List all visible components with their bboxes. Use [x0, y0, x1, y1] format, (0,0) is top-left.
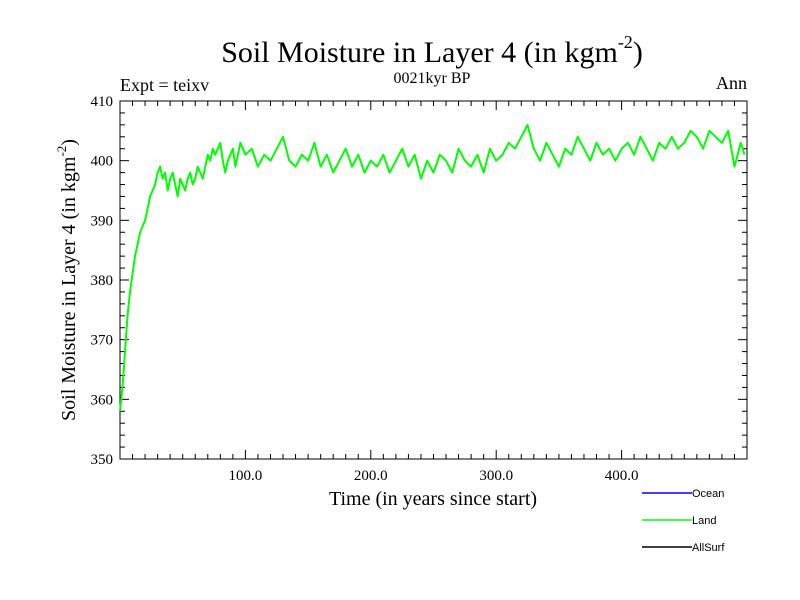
legend-label: Land — [692, 515, 716, 527]
chart-title: Soil Moisture in Layer 4 (in kgm-2) — [221, 32, 643, 69]
axis-tick-labels: 100.0 200.0 300.0 400.0 350 360 370 380 390 400 41… — [91, 94, 639, 484]
legend-label: Ocean — [692, 488, 724, 500]
y-tick-label: 410 — [91, 94, 114, 110]
y-tick-label: 390 — [91, 213, 114, 229]
y-tick-label: 360 — [91, 392, 114, 408]
x-tick-label: 100.0 — [229, 468, 263, 484]
season-label: Ann — [716, 73, 747, 93]
chart-subtitle: 0021kyr BP — [394, 70, 471, 87]
plot-frame — [119, 100, 748, 460]
y-tick-label: 380 — [91, 273, 114, 289]
legend-label: AllSurf — [692, 542, 725, 554]
y-tick-label: 370 — [91, 333, 114, 349]
y-tick-label: 400 — [91, 154, 114, 170]
y-tick-label: 350 — [91, 452, 114, 468]
x-tick-label: 400.0 — [605, 468, 639, 484]
y-axis-label: Soil Moisture in Layer 4 (in kgm-2) — [54, 139, 80, 421]
experiment-label: Expt = teixv — [120, 75, 209, 95]
series-line-land — [119, 123, 746, 412]
x-axis-label: Time (in years since start) — [329, 488, 537, 510]
axis-ticks — [120, 101, 747, 459]
x-tick-label: 200.0 — [354, 468, 388, 484]
x-tick-label: 300.0 — [479, 468, 513, 484]
legend: Ocean Land AllSurf — [642, 488, 725, 554]
